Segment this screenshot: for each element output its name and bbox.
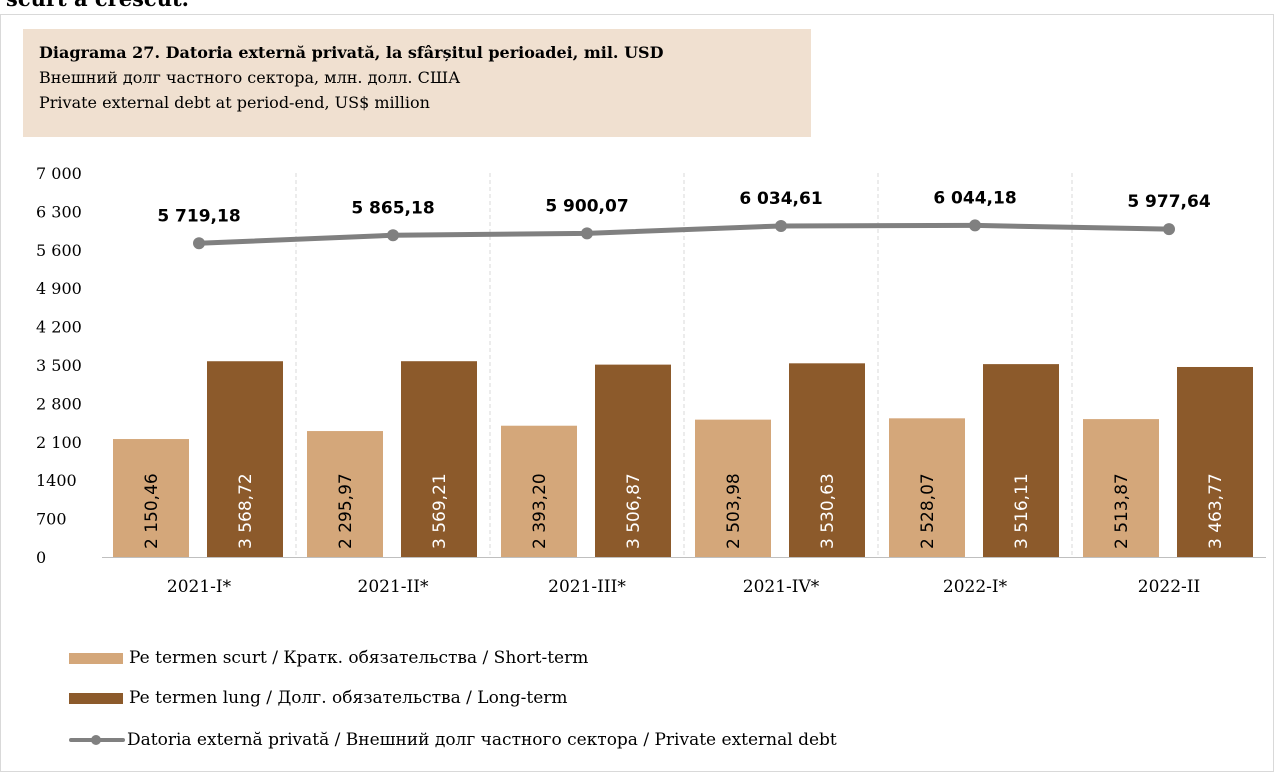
- y-tick-label: 700: [36, 510, 67, 529]
- y-tick-label: 2 800: [36, 394, 82, 413]
- data-label-total: 5 719,18: [157, 206, 240, 226]
- bar-label-long-term: 3 506,87: [624, 473, 644, 549]
- bar-short-term: [1083, 419, 1159, 557]
- legend-swatch-short-term: [69, 652, 123, 664]
- bar-long-term: [401, 361, 477, 557]
- x-tick-label: 2022-I*: [943, 577, 1008, 597]
- x-tick-label: 2021-IV*: [743, 577, 820, 597]
- y-tick-label: 7 000: [36, 164, 82, 183]
- bar-long-term: [207, 361, 283, 557]
- legend-swatch-long-term: [69, 692, 123, 704]
- data-label-total: 6 034,61: [739, 189, 822, 209]
- chart-title-en: Private external debt at period-end, US$…: [39, 93, 430, 112]
- bar-short-term: [695, 419, 771, 557]
- legend-swatch-total: [69, 734, 125, 746]
- point-total: [387, 229, 399, 242]
- legend-label-long-term: Pe termen lung / Долг. обязательства / L…: [129, 688, 568, 708]
- point-total: [193, 237, 205, 250]
- data-label-total: 6 044,18: [933, 188, 1016, 208]
- point-total: [1163, 223, 1175, 236]
- y-tick-label: 2 100: [36, 433, 82, 452]
- bar-long-term: [1177, 366, 1253, 557]
- legend-item-short-term: Pe termen scurt / Кратк. обязательства /…: [69, 648, 588, 668]
- point-total: [581, 227, 593, 240]
- bar-label-short-term: 2 295,97: [336, 473, 356, 549]
- y-tick-label: 1400: [36, 471, 77, 490]
- legend-item-long-term: Pe termen lung / Долг. обязательства / L…: [69, 688, 568, 708]
- bar-short-term: [307, 431, 383, 557]
- bar-long-term: [789, 363, 865, 557]
- bar-short-term: [889, 418, 965, 557]
- y-tick-label: 3 500: [36, 356, 82, 375]
- chart-frame: [0, 14, 1274, 772]
- chart-plot: 0 700 1400 2 100 2 800 3 500 4 200 4 900 5 600 6 …: [36, 164, 1266, 597]
- preceding-text-fragment: scurt a crescut.: [6, 0, 189, 11]
- bar-label-long-term: 3 530,63: [818, 473, 838, 549]
- x-tick-label: 2021-II*: [358, 577, 429, 597]
- data-label-total: 5 900,07: [545, 196, 628, 216]
- bar-short-term: [501, 425, 577, 557]
- y-tick-label: 6 300: [36, 202, 82, 221]
- chart-title-ro: Diagrama 27. Datoria externă privată, la…: [39, 43, 664, 62]
- bar-short-term: [113, 439, 189, 557]
- chart-title-box: Diagrama 27. Datoria externă privată, la…: [23, 29, 811, 137]
- bar-long-term: [983, 364, 1059, 557]
- bar-label-short-term: 2 393,20: [530, 473, 550, 549]
- x-tick-label: 2022-II: [1138, 577, 1200, 597]
- x-tick-label: 2021-III*: [548, 577, 626, 597]
- point-total: [969, 219, 981, 232]
- point-total: [775, 219, 787, 232]
- bar-label-long-term: 3 568,72: [236, 473, 256, 549]
- bar-label-long-term: 3 516,11: [1012, 473, 1032, 549]
- y-tick-label: 5 600: [36, 241, 82, 260]
- y-tick-label: 0: [36, 548, 46, 567]
- x-tick-label: 2021-I*: [167, 577, 232, 597]
- chart-title-ru: Внешний долг частного сектора, млн. долл…: [39, 68, 461, 87]
- line-total: [196, 222, 1172, 246]
- bar-long-term: [595, 364, 671, 557]
- y-tick-label: 4 900: [36, 279, 82, 298]
- bar-label-long-term: 3 569,21: [430, 473, 450, 549]
- y-tick-label: 4 200: [36, 318, 82, 337]
- data-label-total: 5 865,18: [351, 198, 434, 218]
- bar-label-short-term: 2 150,46: [142, 473, 162, 549]
- legend-label-total: Datoria externă privată / Внешний долг ч…: [127, 730, 837, 750]
- bar-label-short-term: 2 503,98: [724, 473, 744, 549]
- bar-label-short-term: 2 513,87: [1112, 473, 1132, 549]
- legend-label-short-term: Pe termen scurt / Кратк. обязательства /…: [129, 648, 589, 668]
- bar-label-short-term: 2 528,07: [918, 473, 938, 549]
- data-label-total: 5 977,64: [1127, 192, 1211, 212]
- legend-item-total: Datoria externă privată / Внешний долг ч…: [69, 730, 837, 750]
- bar-label-long-term: 3 463,77: [1206, 473, 1226, 549]
